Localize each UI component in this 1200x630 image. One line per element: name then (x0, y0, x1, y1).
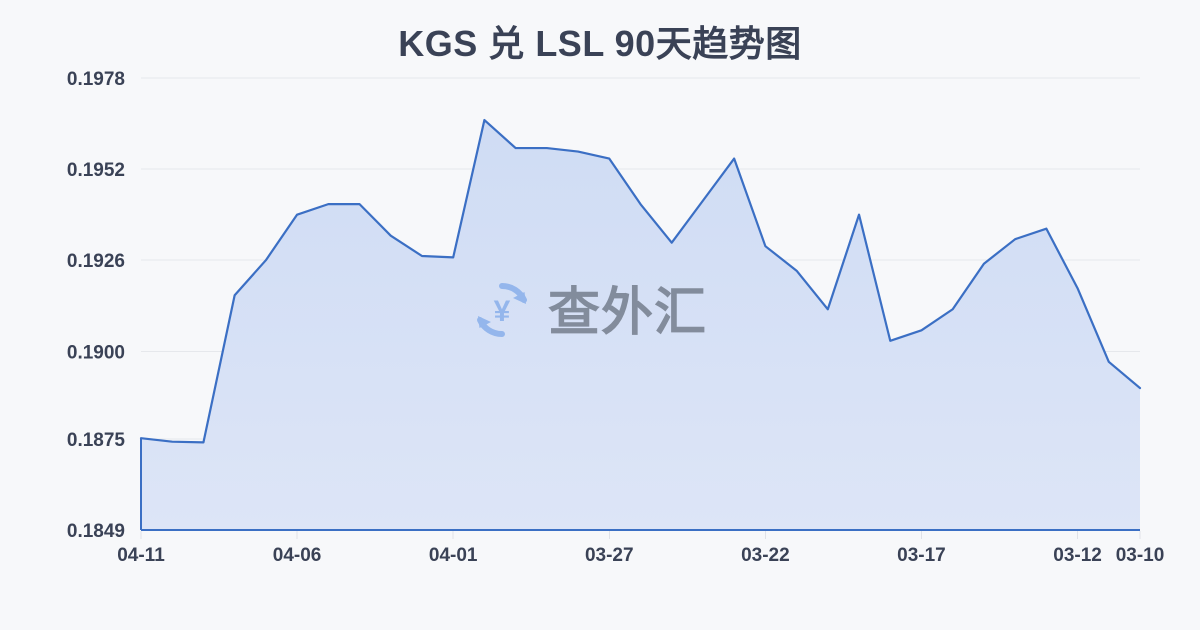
y-axis-tick-label: 0.1926 (67, 251, 125, 272)
x-axis-tick-label: 04-06 (273, 545, 322, 566)
y-axis-tick-label: 0.1978 (67, 69, 125, 90)
x-axis-tick-label: 03-12 (1053, 545, 1102, 566)
x-axis-tick-label: 04-01 (429, 545, 478, 566)
x-tickmarks (140, 531, 1141, 539)
y-axis-labels: 0.1978 0.1952 0.1926 0.1900 0.1875 0.1849 (67, 69, 126, 542)
x-axis-tick-label: 03-17 (897, 545, 946, 566)
chart-title: KGS 兑 LSL 90天趋势图 (398, 23, 802, 64)
trend-line (139, 118, 1142, 444)
y-axis-tick-label: 0.1900 (67, 342, 125, 363)
x-axis-tick-label: 03-10 (1116, 545, 1165, 566)
y-axis-tick-label: 0.1849 (67, 521, 125, 542)
x-axis-tick-label: 04-11 (117, 545, 165, 566)
area-fill (141, 120, 1140, 531)
x-axis-tick-label: 03-27 (585, 545, 634, 566)
x-axis-tick-label: 03-22 (741, 545, 790, 566)
x-axis-labels: 04-11 04-06 04-01 03-27 03-22 03-17 03-12 03-10 (117, 545, 1164, 566)
y-axis-tick-label: 0.1875 (67, 430, 126, 451)
y-axis-tick-label: 0.1952 (67, 160, 125, 181)
